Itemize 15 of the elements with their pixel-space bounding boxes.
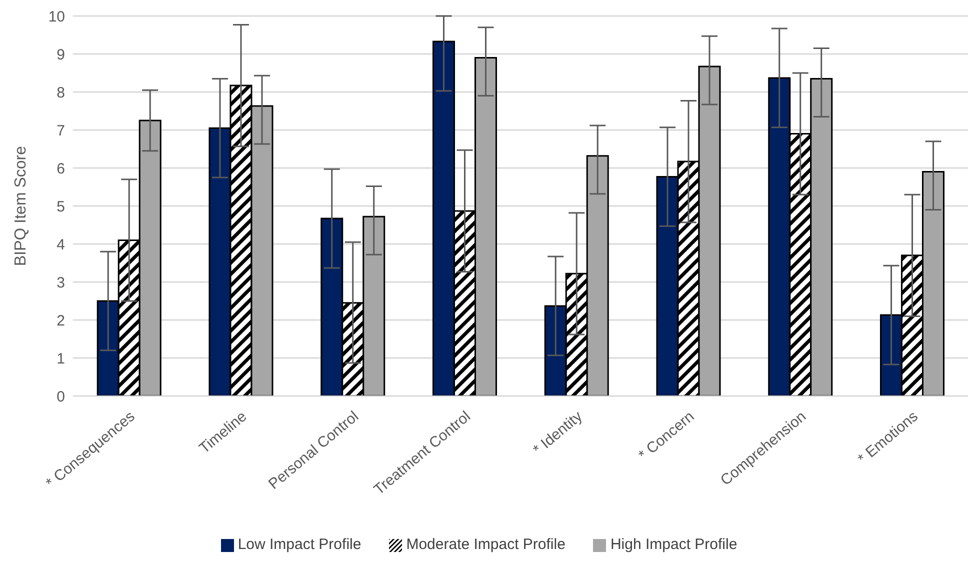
y-tick-label: 0 (56, 388, 65, 406)
y-tick-label: 4 (56, 236, 65, 254)
y-tick-label: 10 (48, 8, 65, 26)
y-axis-title: BIPQ Item Score (12, 146, 30, 266)
y-tick-label: 5 (56, 198, 65, 216)
legend-label: Low Impact Profile (238, 536, 362, 553)
y-tick-label: 1 (56, 350, 65, 368)
y-tick-label: 3 (56, 274, 65, 292)
legend-label: High Impact Profile (610, 536, 738, 553)
y-tick-label: 2 (56, 312, 65, 330)
y-tick-label: 8 (56, 84, 65, 102)
y-tick-label: 9 (56, 46, 65, 64)
legend-label: Moderate Impact Profile (406, 536, 566, 553)
y-tick-label: 6 (56, 160, 65, 178)
y-tick-label: 7 (56, 122, 65, 140)
